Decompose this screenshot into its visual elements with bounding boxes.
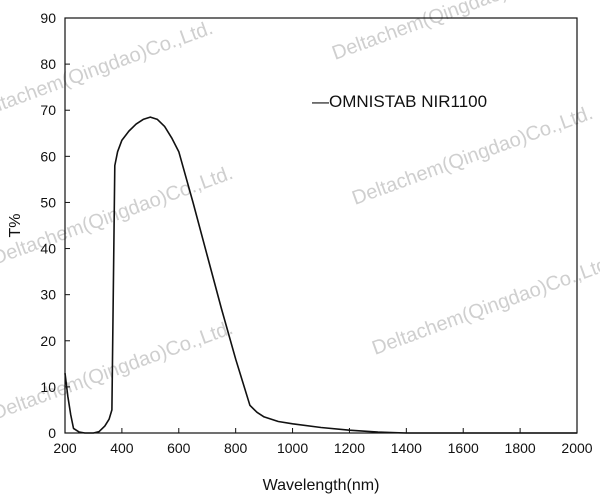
x-tick-label: 1000 — [277, 440, 308, 456]
y-tick-label: 30 — [40, 287, 56, 303]
x-tick-label: 1200 — [334, 440, 365, 456]
watermark-text: Deltachem(Qingdao)Co.,Ltd. — [369, 252, 600, 360]
watermark-text: Deltachem(Qingdao)Co.,Ltd. — [349, 102, 596, 210]
x-tick-label: 1400 — [391, 440, 422, 456]
x-tick-label: 1600 — [448, 440, 479, 456]
watermark-text: Deltachem(Qingdao)Co.,Ltd. — [0, 17, 216, 125]
watermark-text: Deltachem(Qingdao)Co.,Ltd. — [0, 162, 236, 270]
x-tick-label: 1800 — [505, 440, 536, 456]
y-tick-label: 90 — [40, 10, 56, 26]
x-tick-label: 600 — [167, 440, 191, 456]
axis-ticks: 200 400 600 800 1000 1200 1400 1600 1800 2000 0 10 2… — [40, 10, 592, 456]
watermark-text: Deltachem(Qingdao)Co.,Ltd. — [329, 0, 576, 65]
watermark-layer: Deltachem(Qingdao)Co.,Ltd. Deltachem(Qing… — [0, 0, 600, 425]
y-tick-label: 60 — [40, 148, 56, 164]
x-tick-label: 800 — [224, 440, 248, 456]
x-tick-label: 2000 — [561, 440, 592, 456]
y-tick-label: 10 — [40, 379, 56, 395]
legend-label: —OMNISTAB NIR1100 — [312, 92, 487, 111]
x-tick-label: 200 — [53, 440, 77, 456]
y-tick-label: 50 — [40, 194, 56, 210]
y-axis-title: T% — [7, 214, 24, 238]
x-tick-label: 400 — [110, 440, 134, 456]
watermark-text: Deltachem(Qingdao)Co.,Ltd. — [0, 317, 236, 425]
y-tick-label: 40 — [40, 241, 56, 257]
y-tick-label: 70 — [40, 102, 56, 118]
plot-frame — [64, 17, 578, 434]
y-tick-label: 80 — [40, 56, 56, 72]
series-line-omnistab-nir1100 — [64, 116, 577, 434]
x-axis-title: Wavelength(nm) — [263, 477, 380, 494]
y-tick-label: 20 — [40, 333, 56, 349]
y-tick-label: 0 — [48, 425, 56, 441]
